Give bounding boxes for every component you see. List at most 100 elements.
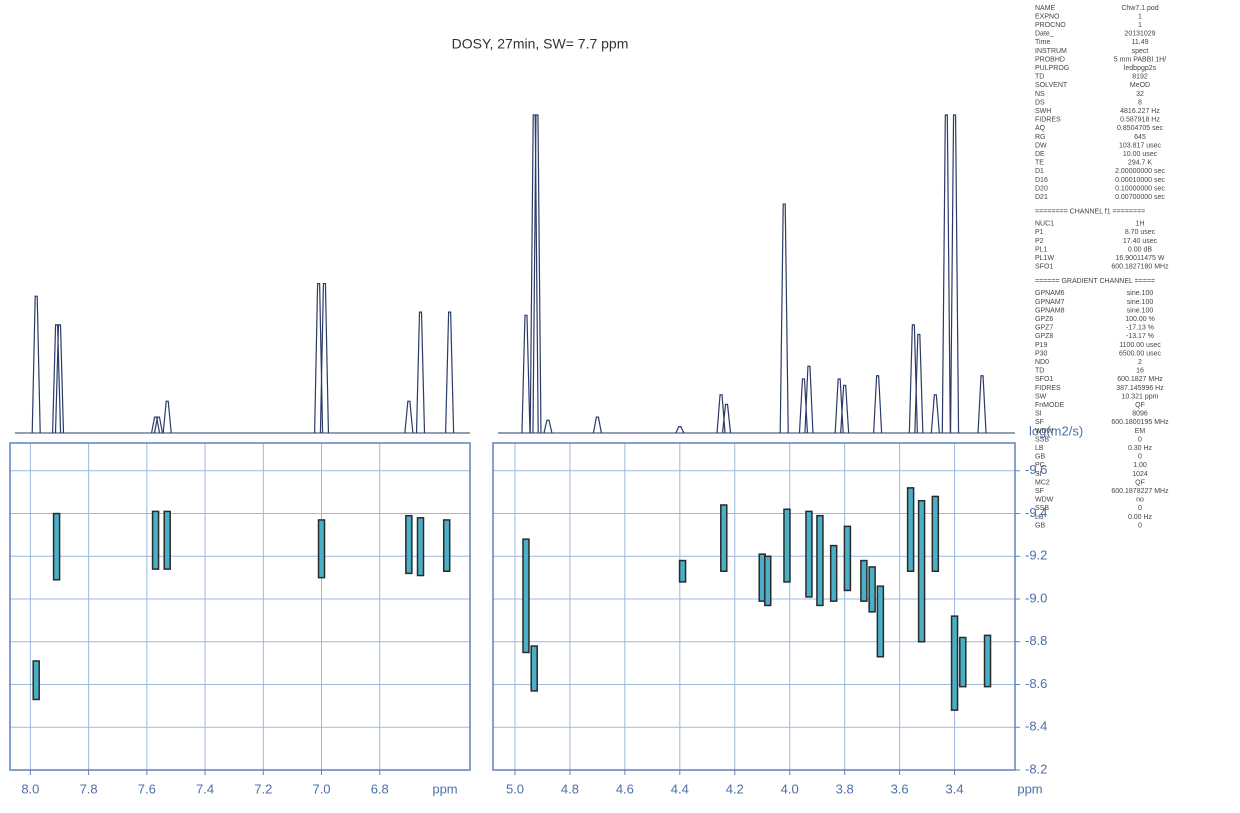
- param-value: 1: [1138, 22, 1142, 29]
- y-tick-label: -8.4: [1025, 719, 1047, 734]
- param-value: 1.00: [1133, 462, 1147, 469]
- cross-peak: [442, 519, 451, 572]
- param-value: 0.587918 Hz: [1120, 117, 1160, 124]
- cross-peak: [983, 634, 992, 688]
- param-name: SSB: [1035, 505, 1049, 512]
- param-value: 0.00700000 sec: [1115, 194, 1165, 201]
- param-name: NUC1: [1035, 221, 1054, 228]
- param-value: 2.00000000 sec: [1115, 168, 1165, 175]
- x-tick-label: 4.2: [726, 781, 744, 796]
- param-name: TE: [1035, 160, 1044, 167]
- param-name: TD: [1035, 368, 1044, 375]
- x-axis-label: ppm: [432, 781, 457, 796]
- x-tick-label: 4.0: [781, 781, 799, 796]
- param-value: 6500.00 usec: [1119, 350, 1162, 357]
- param-header: ======== CHANNEL f1 ========: [1035, 209, 1145, 216]
- cross-peak: [931, 495, 940, 572]
- param-name: LB: [1035, 445, 1044, 452]
- spectrum-peak: [721, 403, 732, 434]
- param-name: RG: [1035, 134, 1046, 141]
- param-value: 0: [1138, 454, 1142, 461]
- param-name: DE: [1035, 151, 1045, 158]
- cross-peak: [720, 504, 728, 572]
- param-name: SSB: [1035, 436, 1049, 443]
- cross-peak: [32, 660, 40, 701]
- param-name: INSTRUM: [1035, 48, 1067, 55]
- param-name: D1: [1035, 168, 1044, 175]
- cross-peak: [843, 525, 852, 592]
- cross-peak: [163, 510, 171, 570]
- x-axis-label: ppm: [1017, 781, 1042, 796]
- param-name: D20: [1035, 185, 1048, 192]
- param-value: spect: [1132, 48, 1149, 55]
- param-name: SW: [1035, 393, 1047, 400]
- spectrum-peak: [153, 416, 164, 434]
- spectrum-peak: [949, 114, 960, 434]
- cross-peak: [530, 645, 538, 692]
- param-name: Date_: [1035, 31, 1054, 38]
- param-name: GB: [1035, 454, 1045, 461]
- spectrum-peak: [977, 375, 987, 434]
- param-value: 1100.00 usec: [1119, 342, 1161, 349]
- param-name: FIDRES: [1035, 117, 1061, 124]
- param-value: 16.90011475 W: [1116, 255, 1165, 262]
- cross-peak: [868, 566, 876, 613]
- param-name: FnMODE: [1035, 402, 1065, 409]
- param-name: GPNAM7: [1035, 299, 1065, 306]
- param-name: D21: [1035, 194, 1048, 201]
- param-value: -13.17 %: [1126, 333, 1154, 340]
- param-value: 1H: [1136, 221, 1145, 228]
- param-value: 600.1878227 MHz: [1111, 488, 1169, 495]
- spectrum-peak: [873, 375, 883, 434]
- spectrum-peak: [840, 384, 850, 434]
- cross-peak: [816, 514, 824, 607]
- param-name: TD: [1035, 74, 1044, 81]
- param-value: 20131029: [1124, 31, 1155, 38]
- spectrum-peak: [521, 314, 531, 434]
- param-name: SF: [1035, 419, 1044, 426]
- spectrum-peak: [834, 378, 844, 434]
- param-value: QF: [1135, 479, 1145, 486]
- param-value: 0.00010000 sec: [1115, 177, 1165, 184]
- param-name: SF: [1035, 488, 1044, 495]
- y-tick-label: -9.4: [1025, 505, 1047, 520]
- spectrum-peak: [319, 282, 330, 434]
- param-value: QF: [1135, 402, 1145, 409]
- param-value: 0.10000000 sec: [1115, 185, 1165, 192]
- param-name: PC: [1035, 462, 1045, 469]
- param-value: ledbpgp2s: [1124, 65, 1157, 72]
- spectrum-peak: [532, 114, 542, 434]
- x-tick-label: 3.6: [891, 781, 909, 796]
- cross-peak: [959, 636, 967, 688]
- cross-peak: [151, 510, 160, 570]
- param-value: 4816.227 Hz: [1120, 108, 1160, 115]
- y-axis-label: log(m2/s): [1029, 423, 1083, 438]
- param-name: SWH: [1035, 108, 1051, 115]
- param-value: 0.30 Hz: [1128, 445, 1153, 452]
- param-name: GPZ8: [1035, 333, 1053, 340]
- param-name: GPNAM6: [1035, 290, 1065, 297]
- param-name: D16: [1035, 177, 1048, 184]
- param-value: sine.100: [1127, 299, 1154, 306]
- cross-peak: [522, 538, 530, 654]
- x-tick-label: 7.2: [254, 781, 272, 796]
- param-name: Time: [1035, 39, 1050, 46]
- param-value: EM: [1135, 428, 1146, 435]
- param-value: 16: [1136, 368, 1144, 375]
- param-name: P30: [1035, 350, 1048, 357]
- param-value: 17.40 usec: [1123, 238, 1158, 245]
- spectrum-peak: [314, 282, 324, 434]
- spectrum-peak: [404, 400, 414, 434]
- param-name: MC2: [1035, 479, 1050, 486]
- param-name: PROCNO: [1035, 22, 1066, 29]
- param-value: 600.1827180 MHz: [1111, 264, 1169, 271]
- param-value: 0: [1138, 505, 1142, 512]
- cross-peak: [950, 615, 959, 711]
- spectrum-peak: [445, 311, 455, 434]
- spectrum-peak: [529, 114, 539, 434]
- param-name: NS: [1035, 91, 1045, 98]
- cross-peak: [405, 514, 413, 575]
- param-value: no: [1136, 497, 1144, 504]
- param-value: 100.00 %: [1125, 316, 1155, 323]
- param-value: 11.49: [1132, 39, 1149, 46]
